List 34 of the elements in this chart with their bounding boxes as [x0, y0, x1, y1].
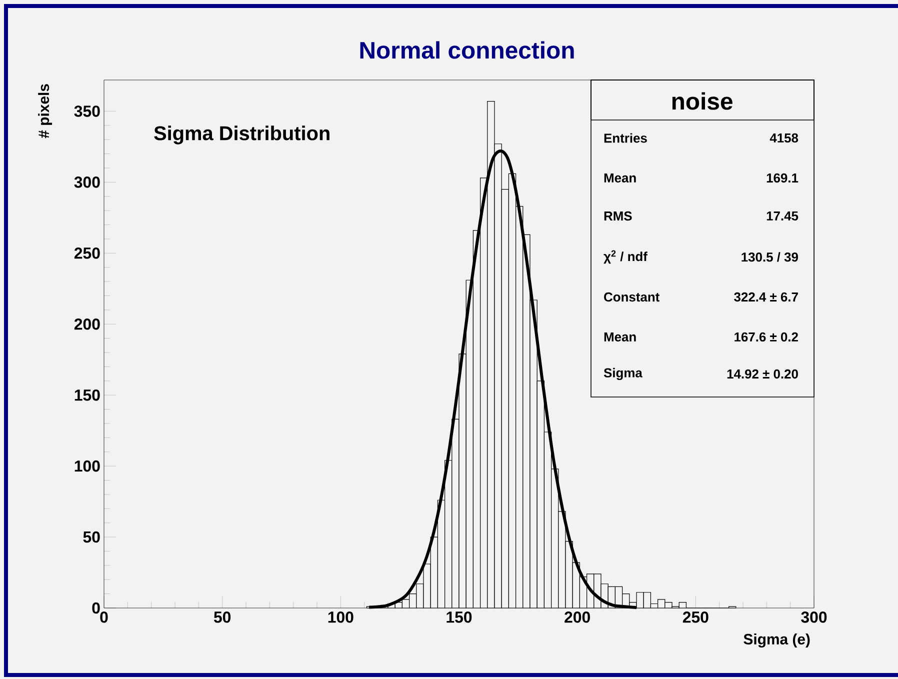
annotation: 130.5 / 39 [742, 252, 798, 262]
annotation: 17.45 [766, 211, 798, 221]
annotation: Mean [604, 332, 636, 342]
x-axis-title: Sigma (e) [744, 634, 810, 648]
annotation: noise [672, 92, 732, 110]
annotation: 169.1 [766, 173, 798, 183]
y-tick-label: 250 [74, 248, 100, 259]
x-tick-label: 50 [214, 612, 231, 623]
annotation: Mean [604, 173, 636, 182]
annotation: RMS [604, 211, 632, 221]
annotation: 167.6 ± 0.2 [734, 332, 798, 342]
y-tick-label: 300 [74, 176, 100, 188]
y-tick-label: 50 [83, 531, 100, 543]
x-tick-label: 0 [100, 612, 108, 623]
annotation: χ$^{2}$ / ndf [604, 250, 648, 264]
annotation: 322.4 ± 6.7 [734, 292, 798, 302]
y-tick-label: 350 [74, 106, 100, 117]
chart-title: Normal connection [360, 41, 574, 59]
y-tick-label: 100 [74, 460, 100, 472]
x-tick-label: 200 [564, 612, 590, 623]
annotation: Sigma [604, 368, 642, 380]
annotation: Entries [604, 133, 647, 143]
y-tick-label: 0 [92, 602, 100, 614]
annotation: Constant [604, 292, 660, 302]
annotation: 14.92 ± 0.20 [727, 369, 798, 379]
y-tick-label: 200 [74, 318, 100, 330]
annotation: 4158 [770, 133, 798, 143]
x-tick-label: 250 [682, 612, 708, 623]
x-tick-label: 150 [446, 612, 472, 623]
y-axis-title: # pixels [38, 84, 52, 138]
x-tick-label: 100 [328, 612, 354, 623]
y-tick-label: 150 [74, 389, 100, 401]
x-tick-label: 300 [801, 612, 827, 623]
annotation: Sigma Distribution [154, 126, 330, 144]
